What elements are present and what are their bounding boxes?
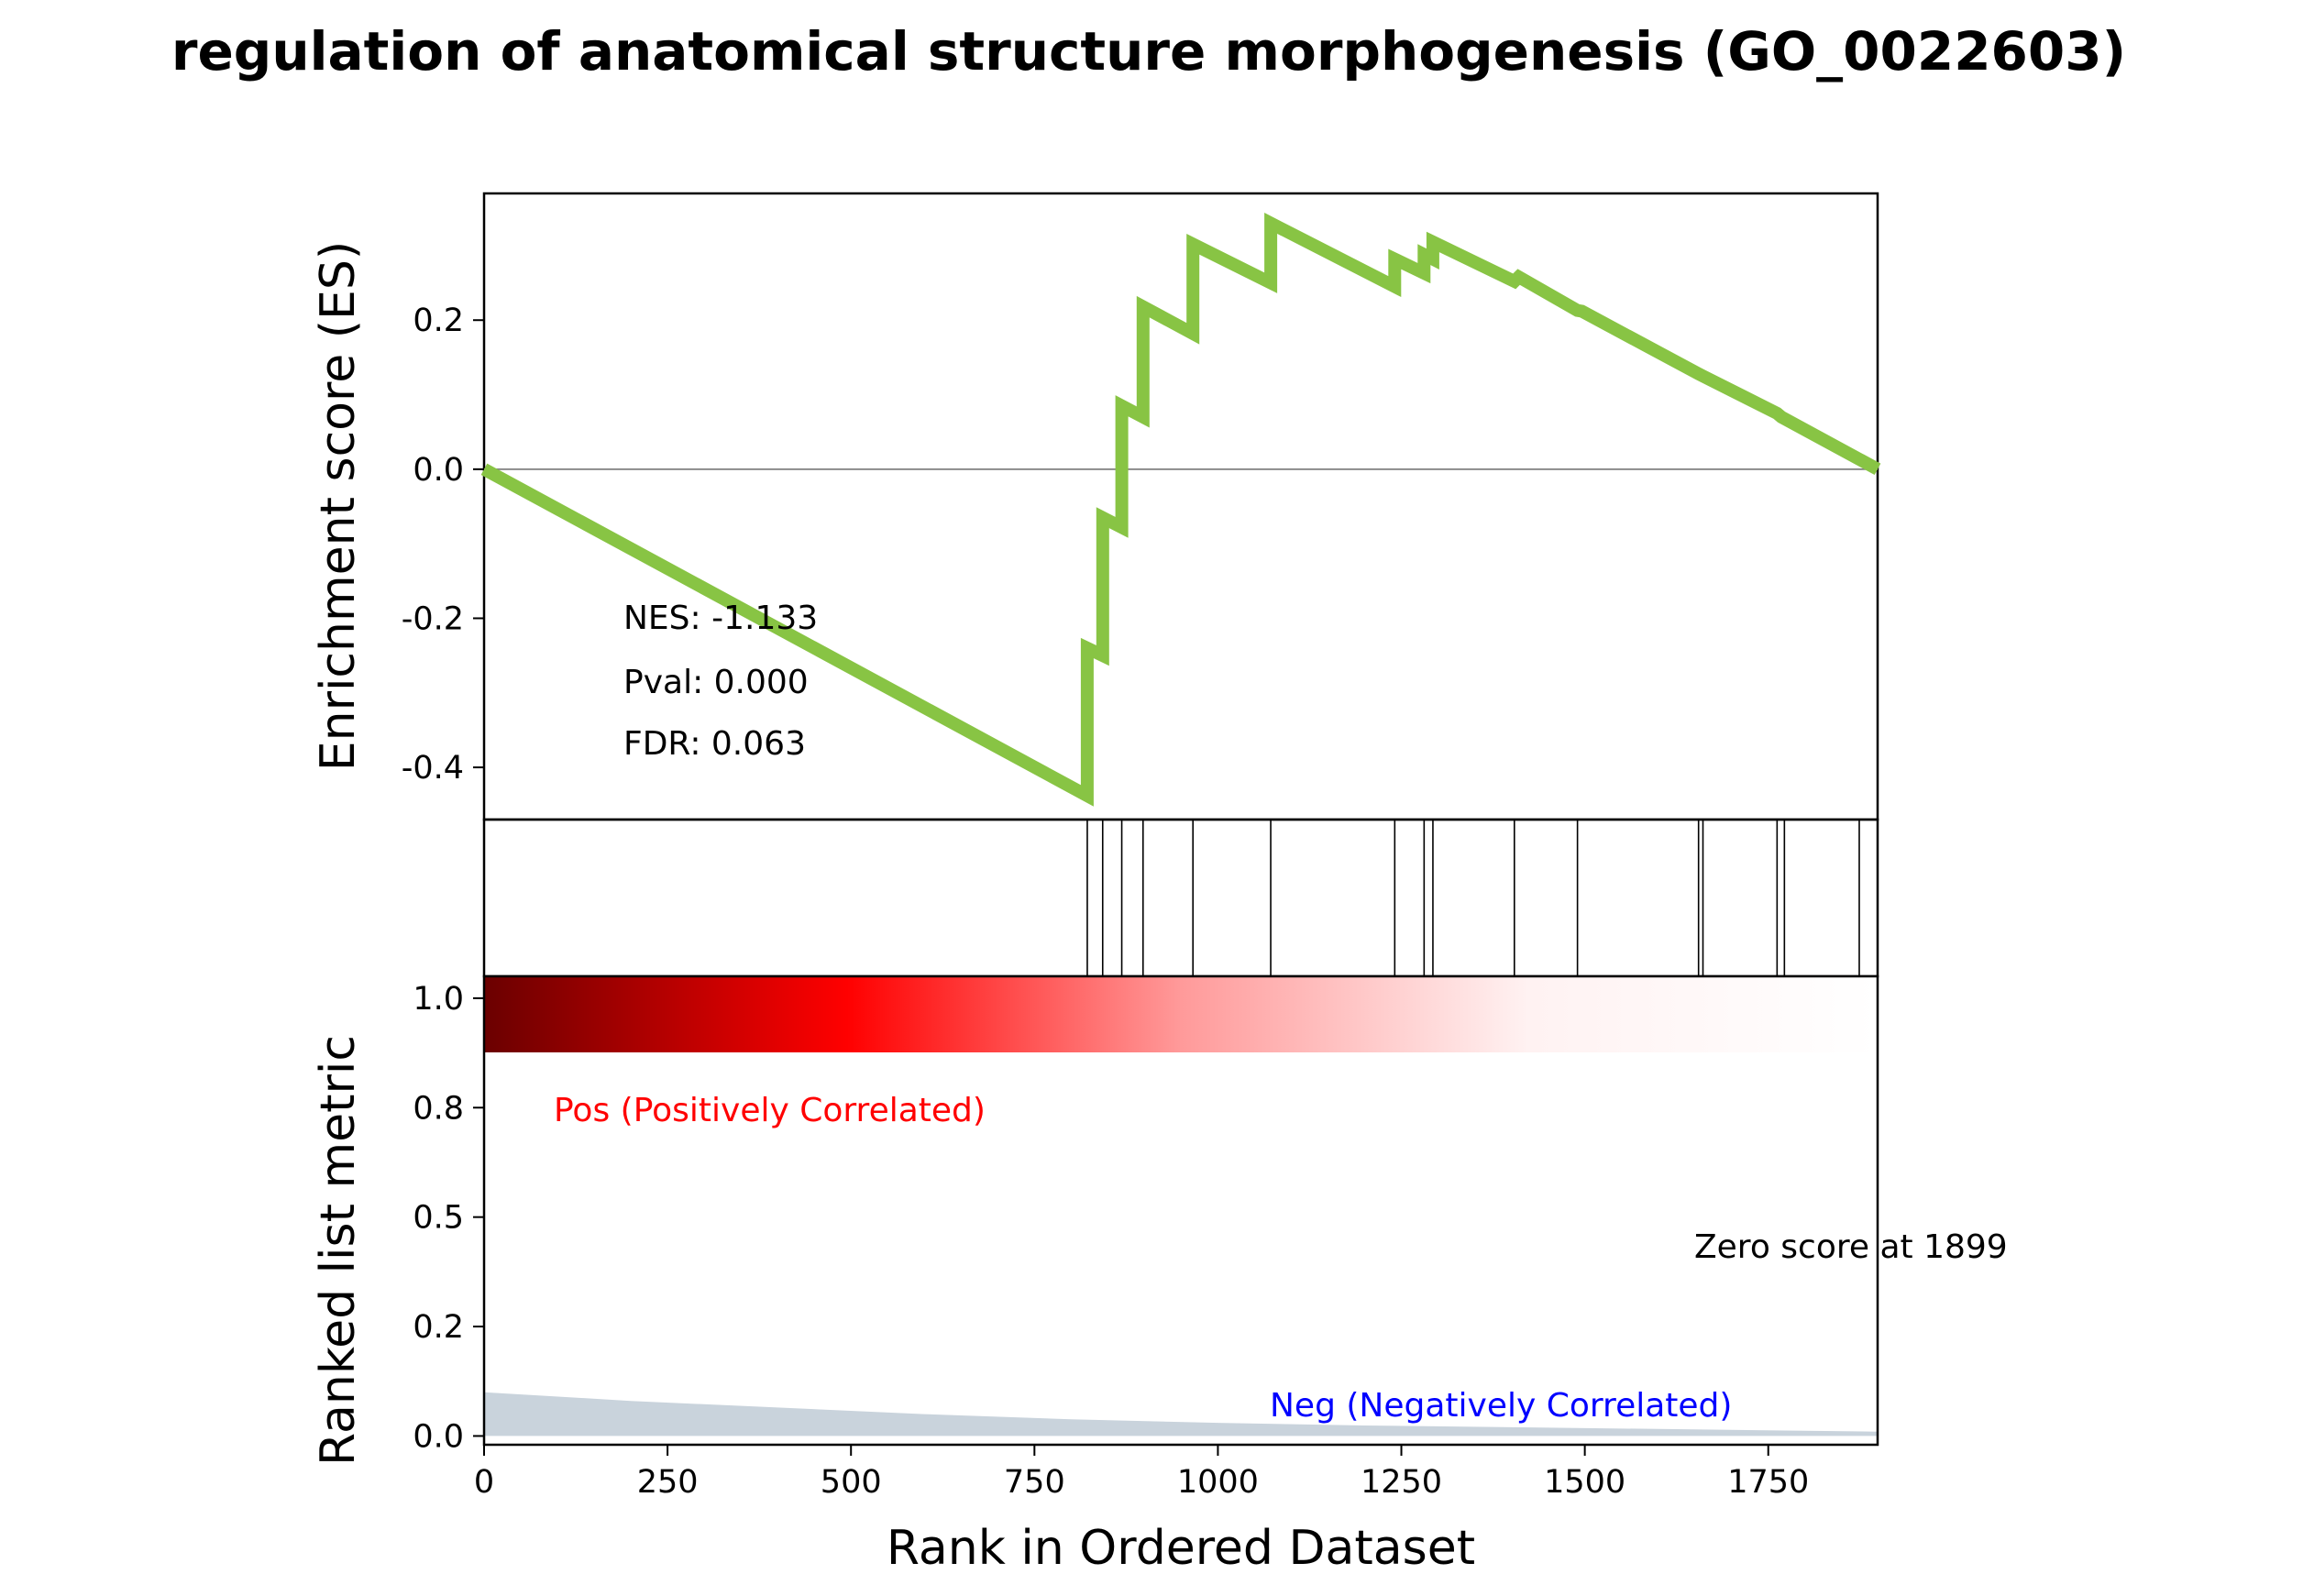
es-y-tick-label: -0.4	[402, 750, 464, 787]
pval-annotation: Pval: 0.000	[623, 664, 809, 701]
x-tick-label: 1500	[1544, 1464, 1625, 1501]
zero-score-label: Zero score at 1899	[1694, 1228, 2008, 1266]
x-axis: 0 250 500 750 1000 1250 1500 1750	[474, 1445, 1809, 1501]
rank-panel-frame	[482, 974, 1879, 1447]
rank-y-tick-label: 0.0	[413, 1418, 464, 1455]
x-tick-label: 500	[821, 1464, 882, 1501]
rank-y-tick-label: 0.2	[413, 1309, 464, 1346]
x-tick-label: 1000	[1177, 1464, 1259, 1501]
enrichment-score-panel: -0.4 -0.2 0.0 0.2 NES: -1.133 Pval: 0.000 F…	[311, 192, 1881, 821]
rank-y-tick-label: 0.8	[413, 1090, 464, 1127]
es-y-axis-title: Enrichment score (ES)	[311, 241, 366, 771]
nes-annotation: NES: -1.133	[623, 600, 818, 637]
x-tick-label: 0	[474, 1464, 494, 1501]
x-tick-label: 1750	[1727, 1464, 1809, 1501]
pos-correlated-label: Pos (Positively Correlated)	[554, 1092, 986, 1129]
rank-y-axis: 0.0 0.2 0.5 0.8 1.0	[413, 981, 484, 1455]
chart-title: regulation of anatomical structure morph…	[171, 20, 2126, 83]
x-tick-label: 1250	[1361, 1464, 1442, 1501]
rank-y-axis-title: Ranked list metric	[311, 1035, 366, 1466]
ranked-metric-panel: 0.0 0.2 0.5 0.8 1.0 Pos (Positively Correlat…	[311, 974, 2008, 1466]
x-axis-title: Rank in Ordered Dataset	[887, 1521, 1475, 1576]
x-tick-label: 750	[1004, 1464, 1065, 1501]
ranked-metric-area	[484, 1392, 1878, 1436]
es-series-line	[480, 213, 1881, 807]
gene-hit-panel	[482, 818, 1879, 978]
rank-y-tick-label: 0.5	[413, 1200, 464, 1237]
neg-correlated-label: Neg (Negatively Correlated)	[1270, 1387, 1732, 1425]
rank-color-bar	[485, 977, 1877, 1052]
hit-panel-frame	[482, 818, 1879, 978]
es-y-tick-label: 0.2	[413, 303, 464, 339]
x-tick-label: 250	[637, 1464, 699, 1501]
fdr-annotation: FDR: 0.063	[623, 725, 806, 763]
es-y-tick-label: -0.2	[402, 600, 464, 637]
es-y-axis: -0.4 -0.2 0.0 0.2	[402, 303, 484, 787]
rank-y-tick-label: 1.0	[413, 981, 464, 1018]
es-y-tick-label: 0.0	[413, 452, 464, 489]
gene-hit-marks	[1086, 820, 1860, 976]
